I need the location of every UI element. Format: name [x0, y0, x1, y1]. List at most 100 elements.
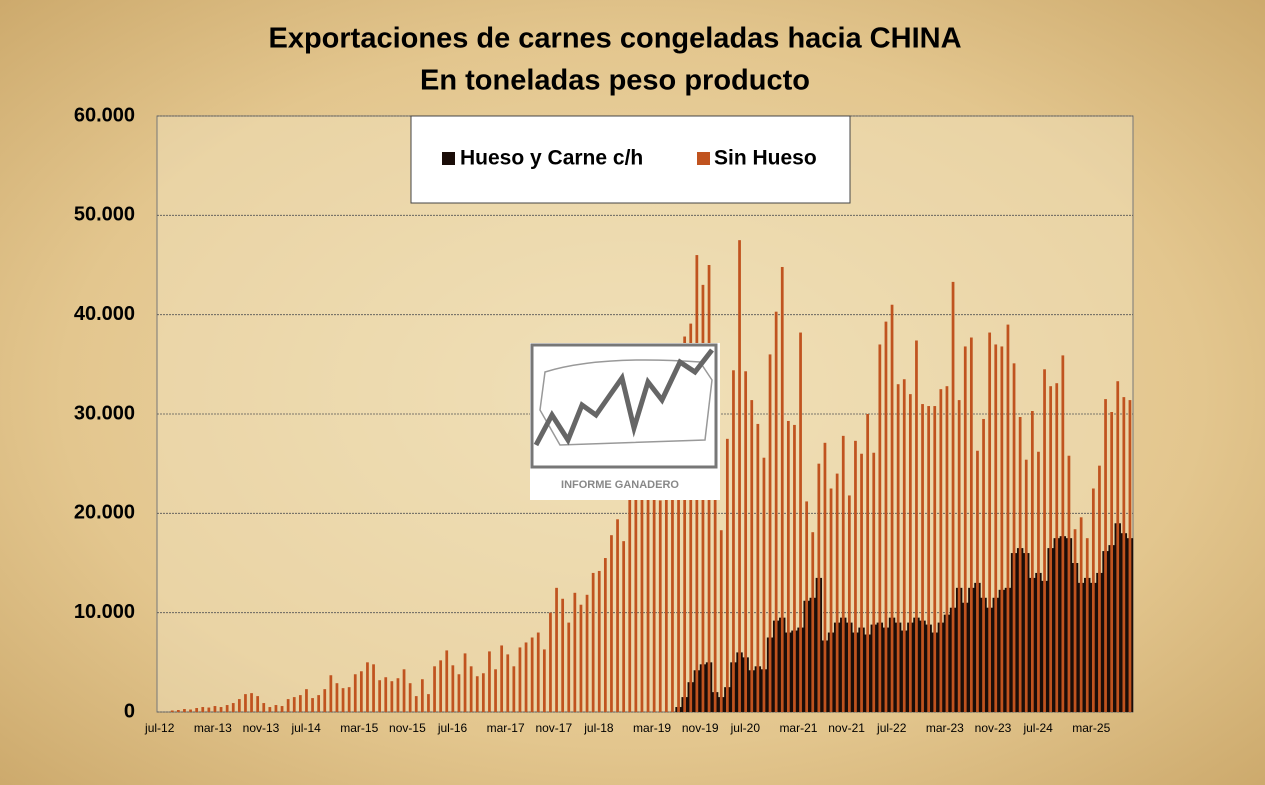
- bar-sin-hueso: [268, 707, 272, 712]
- bar-sin-hueso: [908, 394, 912, 712]
- bar-sin-hueso: [1122, 397, 1126, 712]
- bar-sin-hueso: [713, 427, 717, 712]
- bar-sin-hueso: [774, 311, 778, 712]
- bar-sin-hueso: [353, 674, 357, 712]
- bar-sin-hueso: [744, 371, 748, 712]
- bar-sin-hueso: [225, 705, 229, 712]
- bar-sin-hueso: [323, 689, 327, 712]
- bar-sin-hueso: [738, 240, 741, 712]
- bar-sin-hueso: [847, 495, 851, 712]
- x-tick-label: mar-15: [340, 721, 378, 735]
- bar-sin-hueso: [396, 678, 400, 712]
- x-tick-label: mar-21: [779, 721, 817, 735]
- bar-sin-hueso: [414, 696, 418, 712]
- bar-sin-hueso: [427, 694, 430, 712]
- bar-sin-hueso: [481, 673, 485, 712]
- y-tick-label: 0: [124, 700, 135, 722]
- bar-sin-hueso: [549, 612, 552, 712]
- bar-sin-hueso: [573, 592, 577, 712]
- bar-sin-hueso: [189, 709, 192, 712]
- bar-sin-hueso: [250, 693, 253, 712]
- bar-sin-hueso: [951, 281, 955, 712]
- bar-sin-hueso: [494, 669, 497, 712]
- bar-sin-hueso: [176, 710, 180, 712]
- y-tick-label: 30.000: [74, 402, 135, 424]
- bar-sin-hueso: [408, 683, 412, 712]
- bar-sin-hueso: [420, 679, 424, 712]
- y-tick-label: 40.000: [74, 303, 135, 325]
- logo-frame: [530, 343, 718, 469]
- bar-sin-hueso: [262, 703, 266, 712]
- bar-sin-hueso: [433, 666, 436, 712]
- bar-sin-hueso: [286, 699, 290, 712]
- bar-sin-hueso: [841, 435, 845, 712]
- bar-sin-hueso: [1104, 399, 1107, 712]
- bar-sin-hueso: [463, 653, 467, 712]
- bar-sin-hueso: [597, 570, 601, 712]
- bar-sin-hueso: [555, 587, 558, 712]
- bar-sin-hueso: [854, 440, 857, 712]
- bar-sin-hueso: [530, 637, 534, 712]
- bar-sin-hueso: [183, 709, 186, 712]
- bar-sin-hueso: [195, 708, 199, 712]
- bar-sin-hueso: [1006, 324, 1010, 712]
- bar-sin-hueso: [1091, 488, 1095, 712]
- x-tick-label: mar-19: [633, 721, 671, 735]
- bar-sin-hueso: [890, 304, 894, 712]
- bar-sin-hueso: [378, 680, 382, 712]
- bar-sin-hueso: [896, 384, 900, 712]
- legend-label: Hueso y Carne c/h: [460, 147, 643, 170]
- bar-sin-hueso: [902, 379, 906, 712]
- bar-sin-hueso: [817, 463, 821, 712]
- bar-sin-hueso: [231, 703, 235, 712]
- bar-sin-hueso: [1000, 346, 1004, 712]
- bar-sin-hueso: [786, 420, 790, 712]
- bar-sin-hueso: [561, 598, 565, 712]
- bar-sin-hueso: [921, 404, 924, 712]
- x-tick-label: mar-25: [1072, 721, 1110, 735]
- bar-sin-hueso: [1073, 529, 1077, 712]
- y-tick-label: 50.000: [74, 204, 135, 226]
- logo-text: INFORME GANADERO: [561, 479, 679, 491]
- bar-sin-hueso: [610, 535, 613, 712]
- bar-sin-hueso: [469, 666, 473, 712]
- bar-sin-hueso: [988, 332, 992, 712]
- bar-sin-hueso: [963, 346, 967, 712]
- bar-sin-hueso: [664, 430, 668, 712]
- bar-sin-hueso: [445, 650, 449, 712]
- bar-sin-hueso: [945, 386, 949, 712]
- bar-sin-hueso: [762, 457, 766, 712]
- bar-sin-hueso: [976, 450, 979, 712]
- bar-sin-hueso: [829, 488, 833, 712]
- bar-sin-hueso: [622, 541, 626, 712]
- bar-sin-hueso: [244, 694, 247, 712]
- bar-sin-hueso: [256, 696, 260, 712]
- bar-sin-hueso: [579, 604, 583, 712]
- bar-sin-hueso: [1012, 363, 1016, 712]
- bar-sin-hueso: [1061, 355, 1065, 712]
- bar-sin-hueso: [298, 695, 302, 712]
- bar-sin-hueso: [451, 665, 455, 712]
- bar-sin-hueso: [237, 699, 241, 712]
- bar-sin-hueso: [933, 406, 937, 712]
- x-tick-label: nov-23: [975, 721, 1012, 735]
- bar-sin-hueso: [646, 496, 650, 712]
- x-tick-label: nov-17: [535, 721, 572, 735]
- bar-sin-hueso: [793, 424, 796, 712]
- x-tick-label: mar-13: [194, 721, 232, 735]
- bar-sin-hueso: [280, 706, 284, 712]
- bar-sin-hueso: [213, 706, 217, 712]
- bar-sin-hueso: [652, 493, 656, 712]
- bar-sin-hueso: [780, 266, 784, 712]
- x-tick-label: jul-18: [583, 721, 614, 735]
- x-tick-label: jul-14: [290, 721, 321, 735]
- bar-sin-hueso: [1049, 386, 1053, 712]
- bar-sin-hueso: [732, 370, 735, 712]
- x-tick-label: jul-16: [437, 721, 468, 735]
- x-tick-label: mar-23: [926, 721, 964, 735]
- bar-sin-hueso: [1116, 381, 1120, 712]
- bar-sin-hueso: [872, 452, 876, 712]
- bar-sin-hueso: [341, 688, 345, 712]
- bar-sin-hueso: [860, 453, 863, 712]
